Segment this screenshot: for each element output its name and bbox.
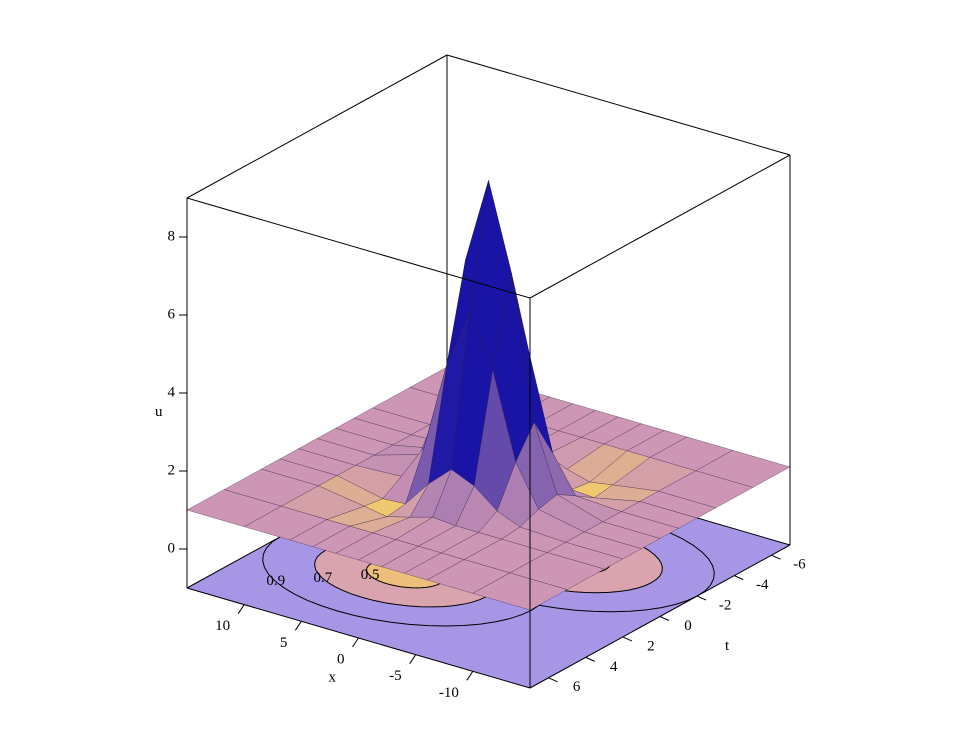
z-tick-label: 2 <box>168 462 176 478</box>
box-edge <box>186 54 448 199</box>
z-tick-label: 6 <box>168 306 176 322</box>
x-tick-label: 10 <box>215 618 230 634</box>
y-tick-label: 4 <box>610 659 618 675</box>
x-tick-label: 0 <box>337 651 345 667</box>
x-tick <box>409 654 417 664</box>
x-tick <box>294 621 302 631</box>
y-tick <box>585 656 595 662</box>
surface <box>186 180 791 611</box>
contour-label: 0.5 <box>361 567 380 583</box>
y-tick-label: -6 <box>793 557 806 573</box>
y-tick <box>771 554 781 560</box>
front-layer: 0 2 4 6 8 -10 -5 0 5 10 -6 -4 -2 0 2 4 6 u x t <box>155 154 806 701</box>
y-tick-label: 0 <box>684 618 692 634</box>
surface-cell <box>472 572 568 611</box>
y-tick <box>548 677 558 683</box>
y-tick-label: -4 <box>756 577 769 593</box>
y-tick <box>696 595 707 601</box>
y-axis-label: t <box>725 638 730 654</box>
y-tick <box>734 575 744 581</box>
y-tick-label: 6 <box>573 679 581 695</box>
x-tick-label: -10 <box>439 685 459 701</box>
z-tick-label: 8 <box>168 228 176 244</box>
z-tick-label: 0 <box>168 540 176 556</box>
x-tick <box>237 604 245 614</box>
box-edge <box>529 154 791 299</box>
box-edge <box>446 54 791 156</box>
x-tick-label: 5 <box>280 635 288 651</box>
z-axis-label: u <box>155 404 163 420</box>
y-tick <box>622 636 633 642</box>
contour-label: 0.9 <box>266 573 285 589</box>
z-tick-label: 4 <box>168 384 176 400</box>
box-edge <box>186 197 531 299</box>
y-tick-label: 2 <box>647 638 655 654</box>
x-tick <box>466 671 474 681</box>
contour-label: 0.7 <box>314 570 333 586</box>
x-tick-label: -5 <box>389 668 402 684</box>
x-tick <box>352 637 359 648</box>
y-tick <box>659 616 670 621</box>
x-axis-label: x <box>329 669 337 685</box>
y-tick-label: -2 <box>719 598 732 614</box>
